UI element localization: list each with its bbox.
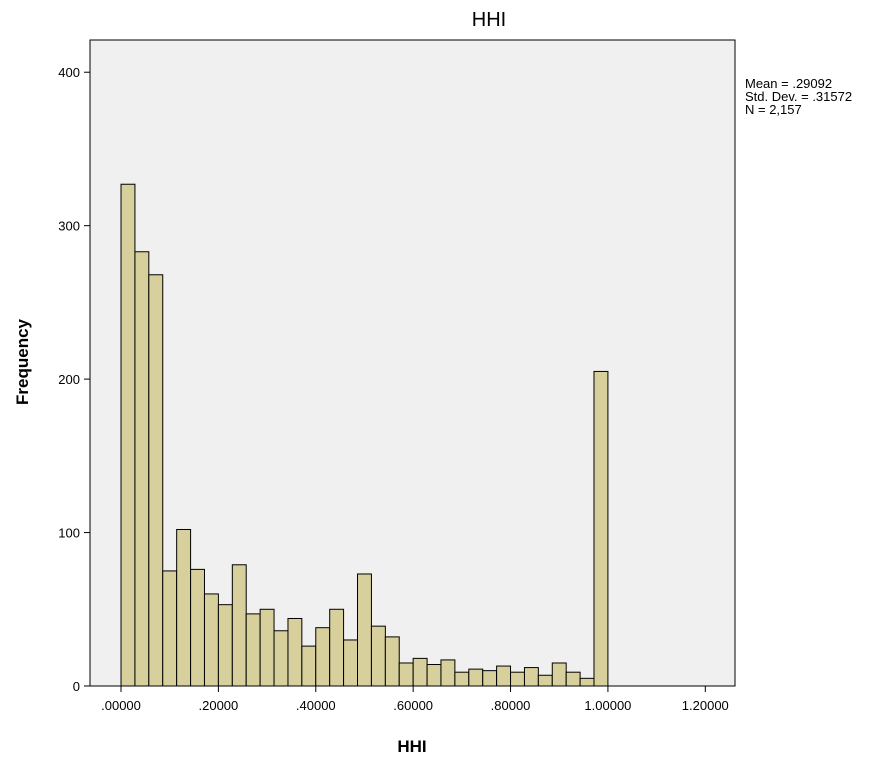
x-tick-label: .20000 — [199, 698, 239, 713]
bar — [579, 677, 595, 687]
y-axis-label: Frequency — [13, 318, 32, 405]
bar — [329, 608, 345, 687]
y-tick-label: 300 — [58, 219, 80, 234]
stats-annotation: Std. Dev. = .31572 — [745, 89, 852, 104]
x-tick-label: .80000 — [491, 698, 531, 713]
bar — [176, 528, 192, 687]
bar — [412, 657, 428, 687]
bar — [134, 251, 150, 687]
bar — [440, 659, 456, 687]
bar — [301, 645, 317, 687]
bar — [162, 570, 178, 687]
y-tick-label: 100 — [58, 526, 80, 541]
bar — [259, 608, 275, 687]
bar — [523, 667, 539, 687]
stats-annotation: N = 2,157 — [745, 102, 802, 117]
bar — [510, 671, 525, 687]
bar — [315, 627, 331, 687]
stats-annotation: Mean = .29092 — [745, 76, 832, 91]
bar — [203, 593, 219, 687]
y-tick-label: 400 — [58, 65, 80, 80]
bar — [384, 636, 400, 687]
bar — [496, 665, 512, 687]
bar — [593, 370, 609, 687]
x-tick-label: 1.00000 — [584, 698, 631, 713]
bar — [343, 639, 359, 687]
x-axis-label: HHI — [397, 737, 426, 756]
bar — [370, 625, 386, 687]
bar — [537, 674, 553, 687]
bar — [565, 671, 581, 687]
x-tick-label: .40000 — [296, 698, 336, 713]
x-tick-label: .60000 — [393, 698, 433, 713]
bar — [454, 671, 470, 687]
bar — [190, 568, 205, 687]
bar — [482, 670, 498, 687]
bar — [148, 274, 164, 687]
y-tick-label: 200 — [58, 372, 80, 387]
x-tick-label: 1.20000 — [682, 698, 729, 713]
bar — [287, 617, 303, 687]
x-tick-label: .00000 — [101, 698, 141, 713]
y-tick-label: 0 — [73, 679, 80, 694]
bar — [217, 604, 233, 687]
bar — [273, 630, 289, 687]
bar — [468, 668, 484, 687]
bar — [357, 573, 372, 687]
bar — [245, 613, 261, 687]
bar — [398, 662, 414, 687]
bar — [551, 662, 567, 687]
bar — [120, 183, 136, 687]
bar — [231, 564, 247, 687]
chart-title: HHI — [472, 9, 506, 31]
bar — [426, 664, 442, 687]
